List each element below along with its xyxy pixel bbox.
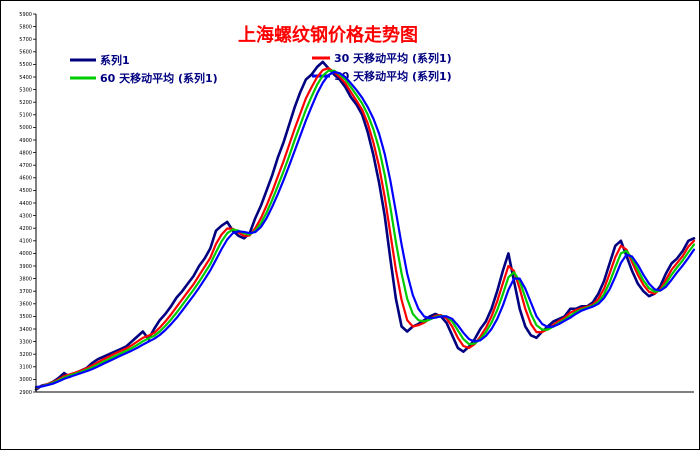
y-tick-label: 3100 xyxy=(19,365,32,371)
y-tick-label: 3200 xyxy=(19,352,32,358)
y-tick-label: 4200 xyxy=(19,226,32,232)
y-tick-label: 5200 xyxy=(19,100,32,106)
legend-label-series-3: 60 天移动平均 (系列1) xyxy=(100,71,218,85)
plot-lines xyxy=(34,60,696,391)
y-tick-label: 4000 xyxy=(19,251,32,257)
series-line-4 xyxy=(34,70,696,389)
y-tick-label: 3600 xyxy=(19,302,32,308)
y-tick-label: 4400 xyxy=(19,201,32,207)
y-tick-label: 5400 xyxy=(19,75,32,81)
y-tick-label: 5700 xyxy=(19,37,32,43)
y-tick-label: 4300 xyxy=(19,213,32,219)
y-tick-label: 2900 xyxy=(19,390,32,396)
y-tick-label: 5800 xyxy=(19,24,32,30)
y-tick-label: 5100 xyxy=(19,113,32,119)
y-tick-label: 3900 xyxy=(19,264,32,270)
y-tick-label: 4100 xyxy=(19,239,32,245)
legend: 系列1 30 天移动平均 (系列1) 60 天移动平均 (系列1) 90 天移动… xyxy=(70,51,452,85)
y-tick-label: 4700 xyxy=(19,163,32,169)
y-tick-label: 5300 xyxy=(19,87,32,93)
legend-label-series-4: 90 天移动平均 (系列1) xyxy=(334,69,452,83)
y-tick-label: 4900 xyxy=(19,138,32,144)
y-tick-label: 5000 xyxy=(19,125,32,131)
y-tick-label: 3800 xyxy=(19,276,32,282)
y-axis-ticks: 2900 3000 3100 3200 3300 3400 3500 3600 3700 3800… xyxy=(19,12,36,396)
y-tick-label: 5900 xyxy=(19,12,32,18)
y-tick-label: 3400 xyxy=(19,327,32,333)
y-tick-label: 4800 xyxy=(19,150,32,156)
y-tick-label: 3000 xyxy=(19,377,32,383)
y-tick-label: 3700 xyxy=(19,289,32,295)
y-tick-label: 4600 xyxy=(19,176,32,182)
legend-label-series-1: 系列1 xyxy=(100,53,130,67)
y-tick-label: 5500 xyxy=(19,62,32,68)
legend-label-series-2: 30 天移动平均 (系列1) xyxy=(334,51,452,65)
y-tick-label: 4500 xyxy=(19,188,32,194)
chart-title: 上海螺纹钢价格走势图 xyxy=(238,24,418,46)
y-tick-label: 3500 xyxy=(19,314,32,320)
y-tick-label: 5600 xyxy=(19,50,32,56)
y-tick-label: 3300 xyxy=(19,339,32,345)
